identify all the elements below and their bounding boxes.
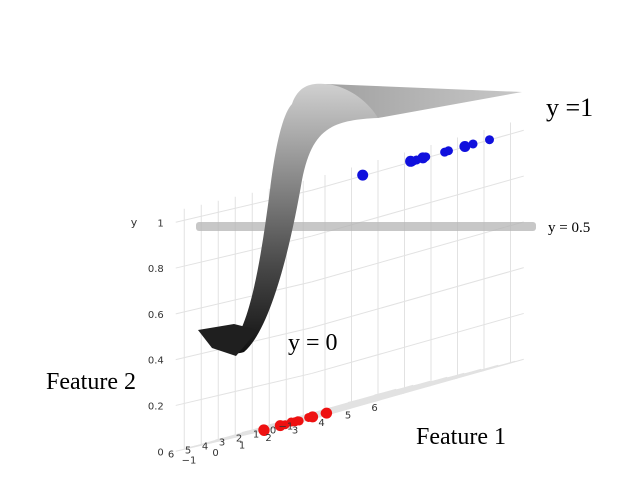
threshold-plane <box>196 222 536 231</box>
z-tick-label: 1 <box>157 218 163 229</box>
z-tick-label: 0.8 <box>148 264 164 275</box>
feature1-tick-label: 0 <box>212 448 218 459</box>
surface-rising-wall <box>228 83 378 354</box>
grid-line <box>303 360 516 422</box>
feature2-tick-label: 1 <box>253 429 259 440</box>
class-1-point <box>459 141 471 152</box>
class-0-point <box>294 416 304 426</box>
z-tick-label: 0.2 <box>148 401 164 412</box>
grid-line <box>175 372 312 406</box>
feature1-tick-label: 6 <box>371 403 377 414</box>
feature2-tick-label: 0 <box>270 425 276 436</box>
feature1-tick-label: −1 <box>182 456 197 467</box>
feature1-tick-label: 5 <box>345 411 351 422</box>
feature2-tick-label: 2 <box>236 433 242 444</box>
grid-line <box>175 281 312 315</box>
grid-line <box>175 235 312 269</box>
annotation-y-equals-half: y = 0.5 <box>548 220 590 236</box>
class-1-point <box>468 139 478 149</box>
axis-title-feature-2: Feature 2 <box>46 369 136 395</box>
feature1-tick-label: 2 <box>265 433 271 444</box>
grid-line <box>235 376 448 438</box>
feature2-tick-label: 4 <box>202 441 208 452</box>
grid-line <box>311 267 524 329</box>
feature2-tick-label: 6 <box>168 449 174 460</box>
z-axis-label: y <box>131 216 138 229</box>
z-tick-label: 0.4 <box>148 356 164 367</box>
surface-bottom-tip <box>198 324 258 356</box>
class-1-point <box>407 157 416 167</box>
feature2-tick-label: −1 <box>279 421 294 432</box>
grid-line <box>311 221 524 283</box>
feature1-tick-label: 4 <box>318 418 324 429</box>
class-1-point <box>443 146 453 156</box>
class-0-point <box>274 420 286 432</box>
feature1-tick-label: 1 <box>239 441 245 452</box>
data-points <box>258 135 494 436</box>
z-tick-label: 0.6 <box>148 310 164 321</box>
class-0-point <box>258 424 270 436</box>
logistic-surface <box>198 83 522 356</box>
grid-line <box>311 312 524 374</box>
class-0-point <box>321 407 333 419</box>
class-0-point <box>286 417 296 427</box>
class-1-point <box>357 169 369 181</box>
class-1-point <box>485 135 494 145</box>
class-0-point <box>304 412 314 422</box>
feature2-tick-label: 3 <box>219 437 225 448</box>
feature1-tick-label: 3 <box>292 426 298 437</box>
axis-title-feature-1: Feature 1 <box>416 424 506 450</box>
annotation-y-equals-1: y =1 <box>546 93 593 122</box>
feature2-tick-label: 5 <box>185 445 191 456</box>
z-tick-label: 0 <box>157 447 163 458</box>
annotation-y-equals-0: y = 0 <box>288 330 338 356</box>
z-axis-ticks: 0 0.2 0.4 0.6 0.8 1 <box>148 218 164 458</box>
class-1-point <box>421 152 431 162</box>
